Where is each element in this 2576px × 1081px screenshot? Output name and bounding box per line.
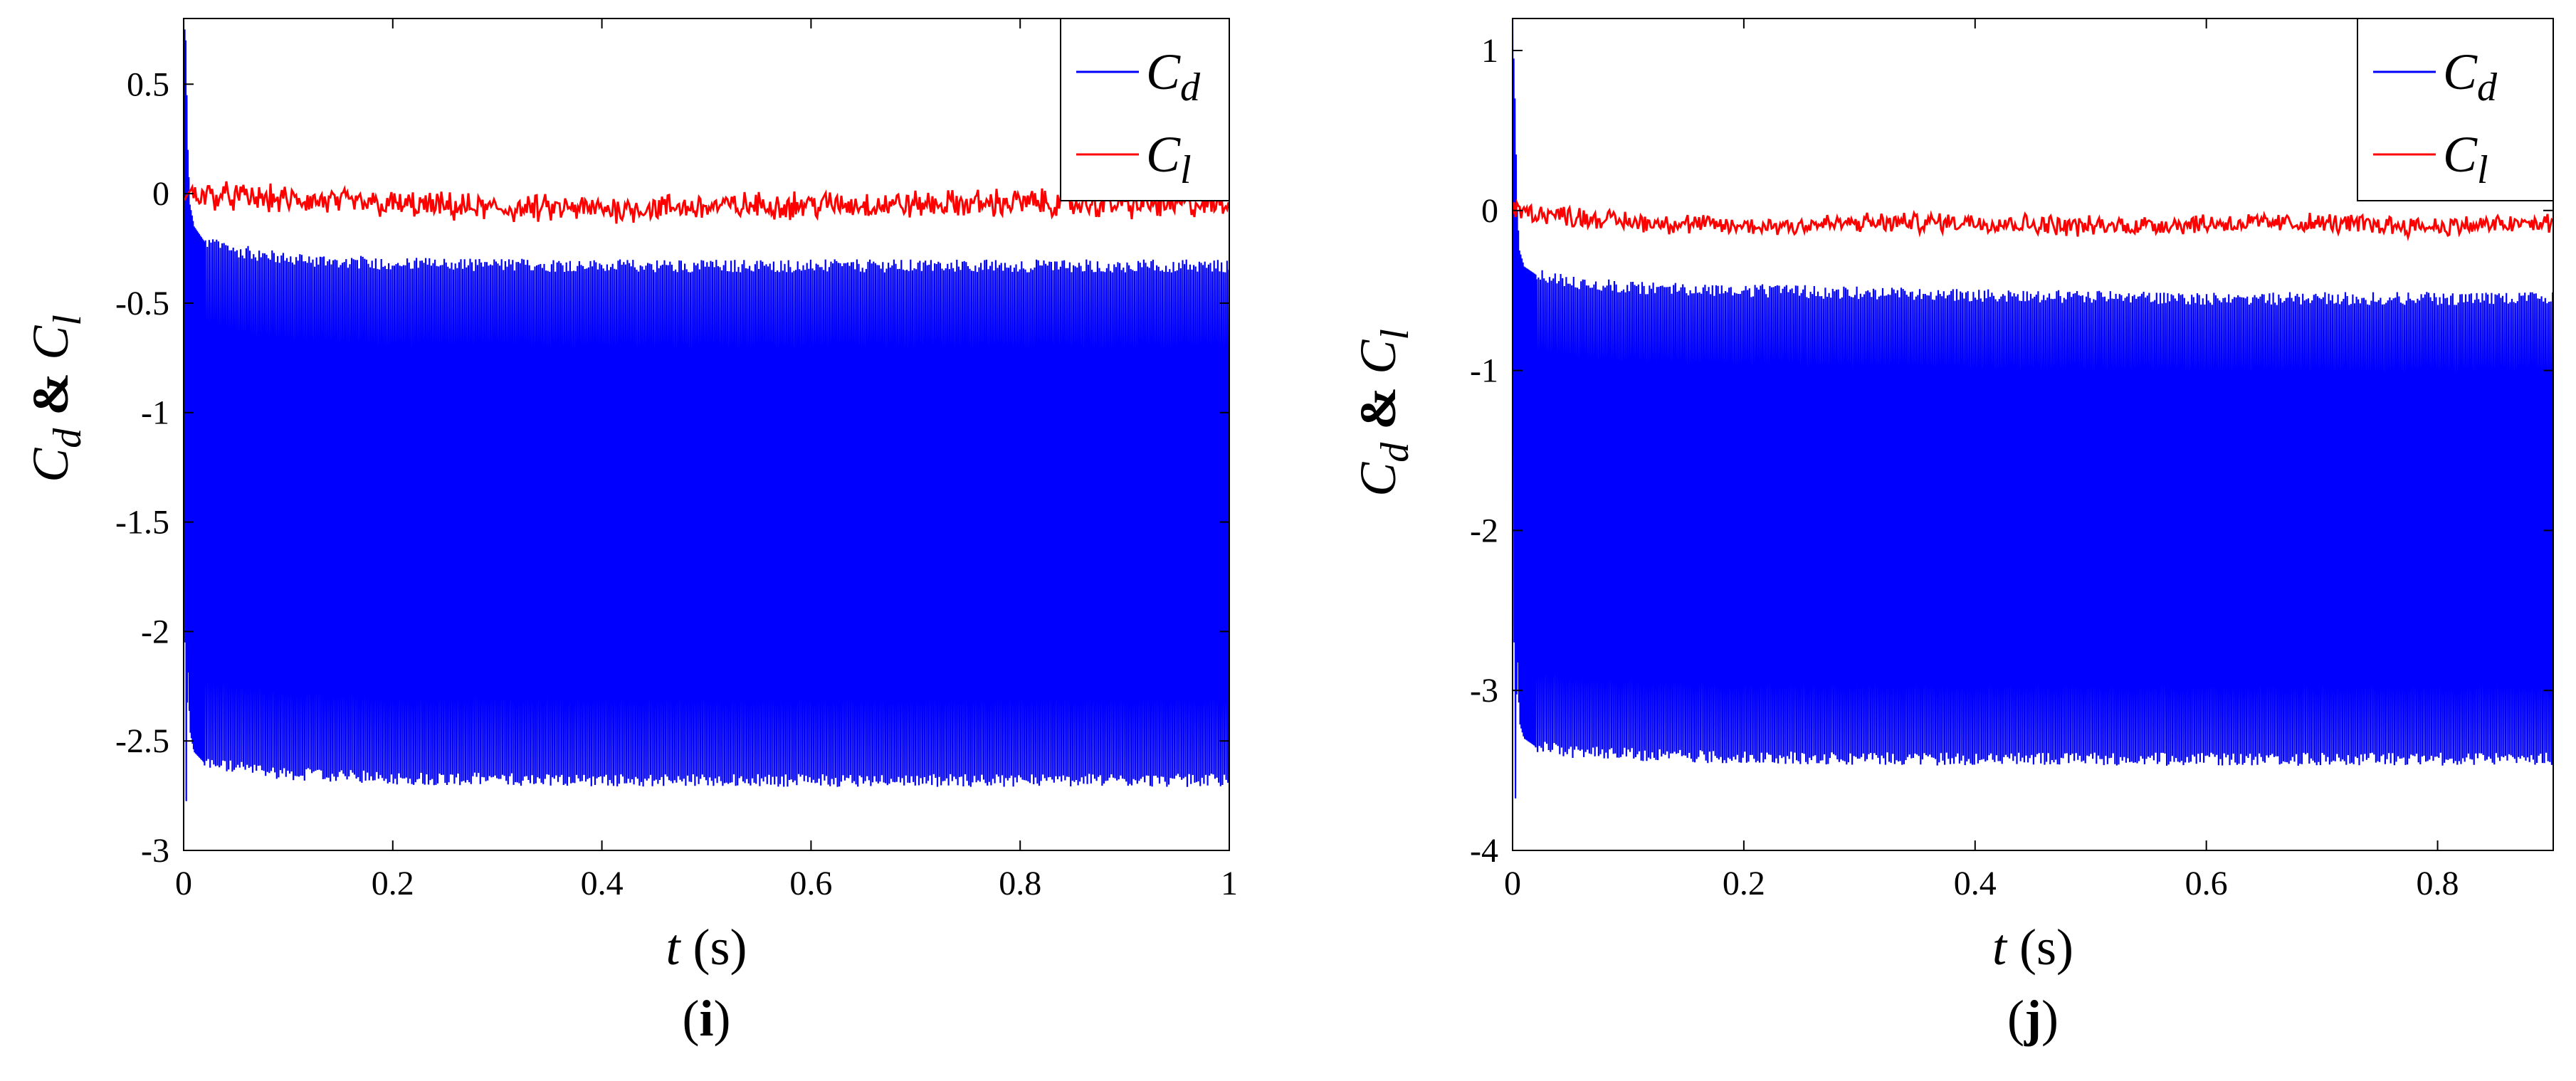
y-tick-label: -2 xyxy=(141,613,169,650)
y-tick-label: -3 xyxy=(141,832,169,870)
y-tick-label: -2 xyxy=(1470,512,1498,549)
y-tick-label: -4 xyxy=(1470,832,1498,870)
panel-label: (i) xyxy=(683,990,731,1047)
y-tick-label: 1 xyxy=(1481,32,1498,70)
y-axis-label: Cd & Cl xyxy=(22,315,90,483)
axes-box xyxy=(1512,18,2554,851)
legend-label-l: Cl xyxy=(2443,126,2488,192)
legend-box xyxy=(1060,18,1230,201)
legend-box xyxy=(2357,18,2554,201)
x-tick-label: 1 xyxy=(1221,865,1238,902)
y-tick-label: 0.5 xyxy=(127,65,169,103)
x-tick-label: 0.6 xyxy=(2185,865,2228,902)
x-tick-label: 0.4 xyxy=(581,865,624,902)
plot-area xyxy=(1513,19,2553,798)
y-tick-label: -1 xyxy=(1470,352,1498,390)
plot-area xyxy=(184,19,1229,801)
x-axis-label: t (s) xyxy=(666,919,747,976)
chart-panel-i: 0 0.2 0.4 0.6 0.8 1 0.5 0 -0.5 -1 -1.5 -2 -2.5 -3 t (s… xyxy=(22,18,1238,1047)
y-tick-label: 0 xyxy=(152,175,169,213)
series-cl-line xyxy=(1513,199,2553,242)
y-axis-label: Cd & Cl xyxy=(1350,329,1417,497)
y-tick-label: 0 xyxy=(1481,192,1498,230)
x-tick-label: 0.2 xyxy=(372,865,414,902)
series-cd-line xyxy=(184,19,1229,801)
x-tick-label: 0.8 xyxy=(999,865,1041,902)
series-cl-line xyxy=(184,181,1229,224)
x-tick-label: 0.2 xyxy=(1723,865,1765,902)
y-tick-label: -3 xyxy=(1470,672,1498,710)
x-tick-label: 0.6 xyxy=(789,865,832,902)
y-tick-label: -1.5 xyxy=(115,504,169,542)
legend-label-d: Cd xyxy=(2443,43,2498,110)
x-tick-label: 0 xyxy=(175,865,192,902)
y-tick-label: -1 xyxy=(141,394,169,432)
series-cd-line xyxy=(1513,19,2553,798)
chart-panel-j: 0 0.2 0.4 0.6 0.8 1 0 -1 -2 -3 -4 t (s) Cd & Cl (j) Cd… xyxy=(1350,18,2554,1047)
x-axis-label: t (s) xyxy=(1992,919,2073,976)
x-tick-label: 0.8 xyxy=(2417,865,2459,902)
panel-label: (j) xyxy=(2007,990,2059,1047)
legend: Cd Cl xyxy=(2357,18,2554,201)
axes-box xyxy=(183,18,1230,851)
legend-label-d: Cd xyxy=(1146,43,1201,110)
y-tick-label: -0.5 xyxy=(115,285,169,322)
y-tick-label: -2.5 xyxy=(115,722,169,760)
x-tick-label: 0.4 xyxy=(1954,865,1997,902)
legend-label-l: Cl xyxy=(1146,126,1192,192)
legend: Cd Cl xyxy=(1060,18,1230,201)
x-tick-label: 0 xyxy=(1504,865,1521,902)
